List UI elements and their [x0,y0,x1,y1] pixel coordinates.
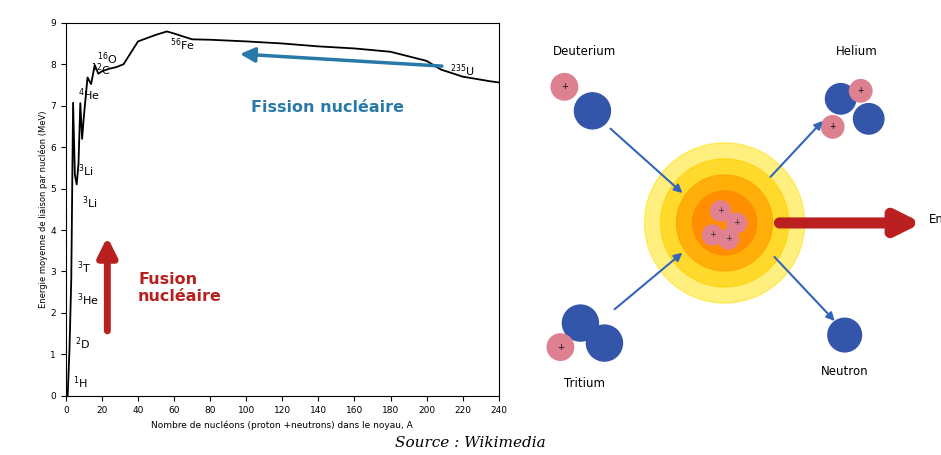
Circle shape [586,325,622,361]
X-axis label: Nombre de nucléons (proton +neutrons) dans le noyau, A: Nombre de nucléons (proton +neutrons) da… [152,420,413,430]
Circle shape [693,191,757,255]
Circle shape [551,74,578,100]
Text: $^{12}$C: $^{12}$C [91,62,111,78]
Text: Helium: Helium [836,45,878,58]
Text: +: + [733,218,740,228]
Circle shape [825,84,856,114]
Text: +: + [726,234,732,243]
Circle shape [703,225,723,245]
Circle shape [726,213,746,233]
Text: +: + [717,207,724,215]
Circle shape [719,229,739,249]
Text: $^{3}$T: $^{3}$T [77,260,91,277]
Text: Fusion
nucléaire: Fusion nucléaire [138,272,222,304]
Text: $^{3}$Li: $^{3}$Li [78,162,94,179]
Circle shape [563,305,598,341]
Text: Fission nucléaire: Fission nucléaire [251,100,404,115]
Text: +: + [561,82,567,91]
Text: +: + [857,86,864,95]
Circle shape [828,318,862,352]
Text: $^{4}$He: $^{4}$He [78,86,101,103]
Text: $^{2}$D: $^{2}$D [75,335,90,352]
Circle shape [645,143,805,303]
Y-axis label: Energie moyenne de liaison par nucléon (MeV): Energie moyenne de liaison par nucléon (… [39,111,48,308]
Text: Deuterium: Deuterium [552,45,616,58]
Text: Energ: Energ [929,213,941,226]
Text: $^{56}$Fe: $^{56}$Fe [170,36,196,53]
Text: $^{3}$Li: $^{3}$Li [82,195,98,212]
Circle shape [677,175,773,271]
Text: Source : Wikimedia: Source : Wikimedia [395,436,546,450]
Text: $^{235}$U: $^{235}$U [450,62,474,79]
Circle shape [661,159,789,287]
Circle shape [548,334,574,360]
Circle shape [850,80,872,102]
Text: +: + [557,343,564,352]
Circle shape [821,116,844,138]
Text: +: + [829,122,836,131]
Circle shape [710,201,730,221]
Text: $^{16}$O: $^{16}$O [97,51,117,67]
Text: Neutron: Neutron [821,365,869,378]
Text: $^{1}$H: $^{1}$H [73,374,88,391]
Text: $^{3}$He: $^{3}$He [77,291,99,308]
Text: Tritium: Tritium [564,377,605,390]
Circle shape [853,104,884,134]
Text: +: + [710,231,716,239]
Circle shape [574,93,611,129]
